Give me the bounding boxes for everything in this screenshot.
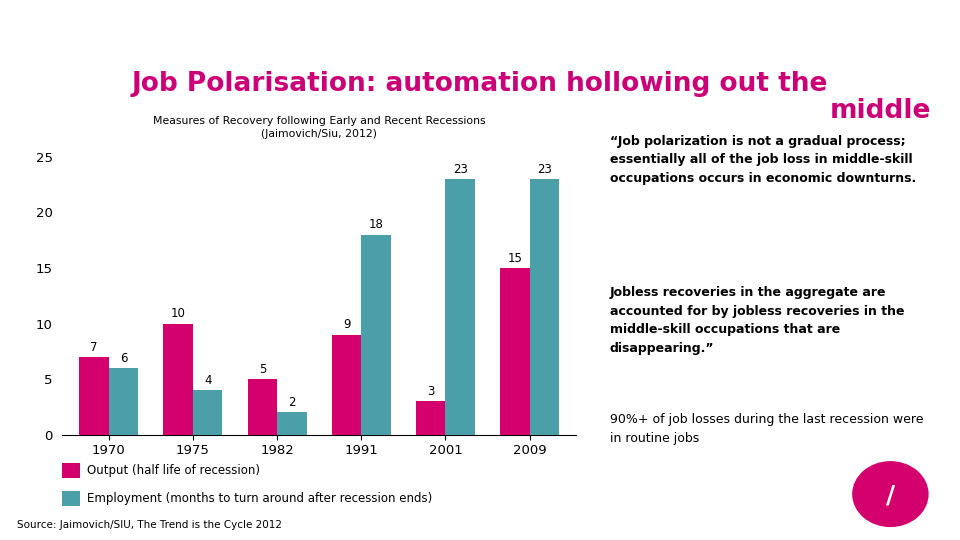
Text: 2: 2 bbox=[288, 396, 296, 409]
Text: 9: 9 bbox=[343, 319, 350, 332]
Text: 10: 10 bbox=[171, 307, 185, 320]
Text: TR/AJECTORY: TR/AJECTORY bbox=[17, 18, 150, 37]
Text: Output (half life of recession): Output (half life of recession) bbox=[87, 464, 260, 477]
Bar bbox=[248, 379, 277, 435]
Text: 5: 5 bbox=[258, 363, 266, 376]
Text: 23: 23 bbox=[453, 163, 468, 176]
Text: /: / bbox=[886, 483, 895, 508]
Text: 7: 7 bbox=[90, 341, 98, 354]
Bar bbox=[277, 413, 306, 435]
Title: Measures of Recovery following Early and Recent Recessions
(Jaimovich/Siu, 2012): Measures of Recovery following Early and… bbox=[153, 116, 486, 139]
Bar bbox=[445, 179, 475, 435]
Text: 3: 3 bbox=[427, 385, 435, 398]
Text: 15: 15 bbox=[508, 252, 522, 265]
Bar bbox=[108, 368, 138, 435]
Text: 6: 6 bbox=[120, 352, 127, 365]
Bar bbox=[332, 335, 361, 435]
Bar bbox=[361, 235, 391, 435]
Text: 23: 23 bbox=[537, 163, 552, 176]
Bar bbox=[500, 268, 530, 435]
Text: “Job polarization is not a gradual process;
essentially all of the job loss in m: “Job polarization is not a gradual proce… bbox=[610, 135, 916, 185]
Text: 90%+ of job losses during the last recession were
in routine jobs: 90%+ of job losses during the last reces… bbox=[610, 413, 924, 444]
Text: Job Polarisation: automation hollowing out the: Job Polarisation: automation hollowing o… bbox=[132, 71, 828, 97]
Bar bbox=[530, 179, 559, 435]
Text: 4: 4 bbox=[204, 374, 211, 387]
Bar bbox=[163, 323, 193, 435]
Text: Employment (months to turn around after recession ends): Employment (months to turn around after … bbox=[87, 492, 433, 505]
Bar bbox=[80, 357, 108, 435]
Text: Source: Jaimovich/SIU, The Trend is the Cycle 2012: Source: Jaimovich/SIU, The Trend is the … bbox=[17, 520, 282, 530]
Text: 18: 18 bbox=[369, 218, 383, 231]
Text: middle: middle bbox=[829, 98, 931, 124]
Text: Jobless recoveries in the aggregate are
accounted for by jobless recoveries in t: Jobless recoveries in the aggregate are … bbox=[610, 286, 904, 355]
Circle shape bbox=[852, 462, 928, 526]
Bar bbox=[416, 401, 445, 435]
Bar bbox=[193, 390, 223, 435]
